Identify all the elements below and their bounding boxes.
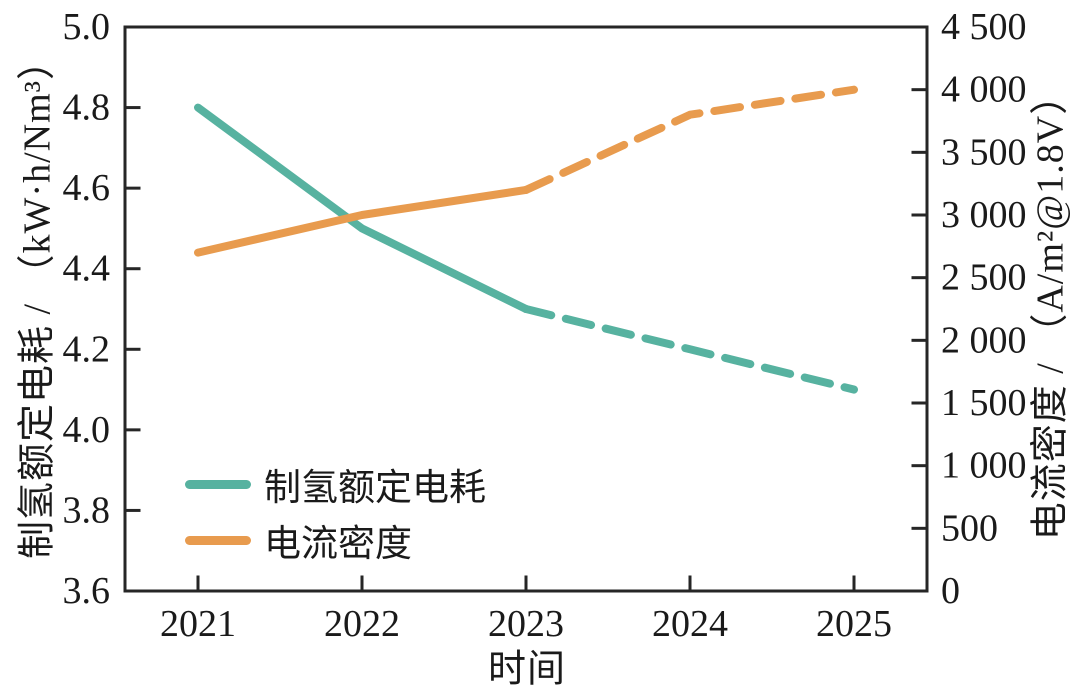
rated-energy-consumption-line-solid: [194, 103, 530, 313]
legend-label-current-density: 电流密度: [264, 524, 412, 565]
y-left-tick-label: 3.6: [63, 570, 111, 612]
right-y-axis-label: 电流密度 / （A/m²@1.8V）: [1029, 75, 1072, 541]
y-right-tick-label: 500: [941, 507, 998, 549]
current-density-line-solid: [194, 185, 530, 257]
teal-line-swatch-icon: [185, 479, 251, 489]
y-left-tick-label: 4.4: [63, 248, 111, 290]
y-right-tick-label: 0: [941, 570, 960, 612]
y-left-tick-label: 4.8: [63, 87, 111, 129]
y-left-tick-label: 5.0: [63, 6, 111, 48]
y-right-tick-label: 1 000: [941, 445, 1027, 487]
y-left-tick-label: 4.2: [63, 328, 111, 370]
y-right-tick-label: 3 500: [941, 131, 1027, 173]
x-tick-label: 2024: [652, 603, 728, 645]
legend: 制氢额定电耗 电流密度: [185, 463, 486, 565]
x-tick-label: 2022: [324, 603, 400, 645]
y-right-tick-label: 4 000: [941, 69, 1027, 111]
y-right-tick-label: 2 500: [941, 257, 1027, 299]
y-left-tick-label: 4.6: [63, 167, 111, 209]
x-axis-label: 时间: [487, 648, 567, 691]
plot-frame: [123, 25, 929, 593]
legend-item-rated-energy-consumption: 制氢额定电耗: [185, 463, 486, 509]
y-left-tick-label: 4.0: [63, 409, 111, 451]
y-right-tick-label: 3 000: [941, 194, 1027, 236]
y-right-tick-label: 4 500: [941, 6, 1027, 48]
x-tick-label: 2021: [160, 603, 236, 645]
legend-label-rated-energy-consumption: 制氢额定电耗: [264, 468, 486, 509]
left-y-axis-label: 制氢额定电耗 / （kW·h/Nm³）: [16, 40, 59, 560]
y-left-tick-label: 3.8: [63, 489, 111, 531]
rated-energy-consumption-line-dashed: [522, 305, 858, 394]
y-right-tick-label: 2 000: [941, 319, 1027, 361]
y-right-tick-label: 1 500: [941, 382, 1027, 424]
x-tick-label: 2025: [816, 603, 892, 645]
x-tick-label: 2023: [488, 603, 564, 645]
orange-line-swatch-icon: [185, 535, 251, 545]
legend-item-current-density: 电流密度: [185, 519, 486, 565]
current-density-line-dashed: [522, 85, 858, 194]
